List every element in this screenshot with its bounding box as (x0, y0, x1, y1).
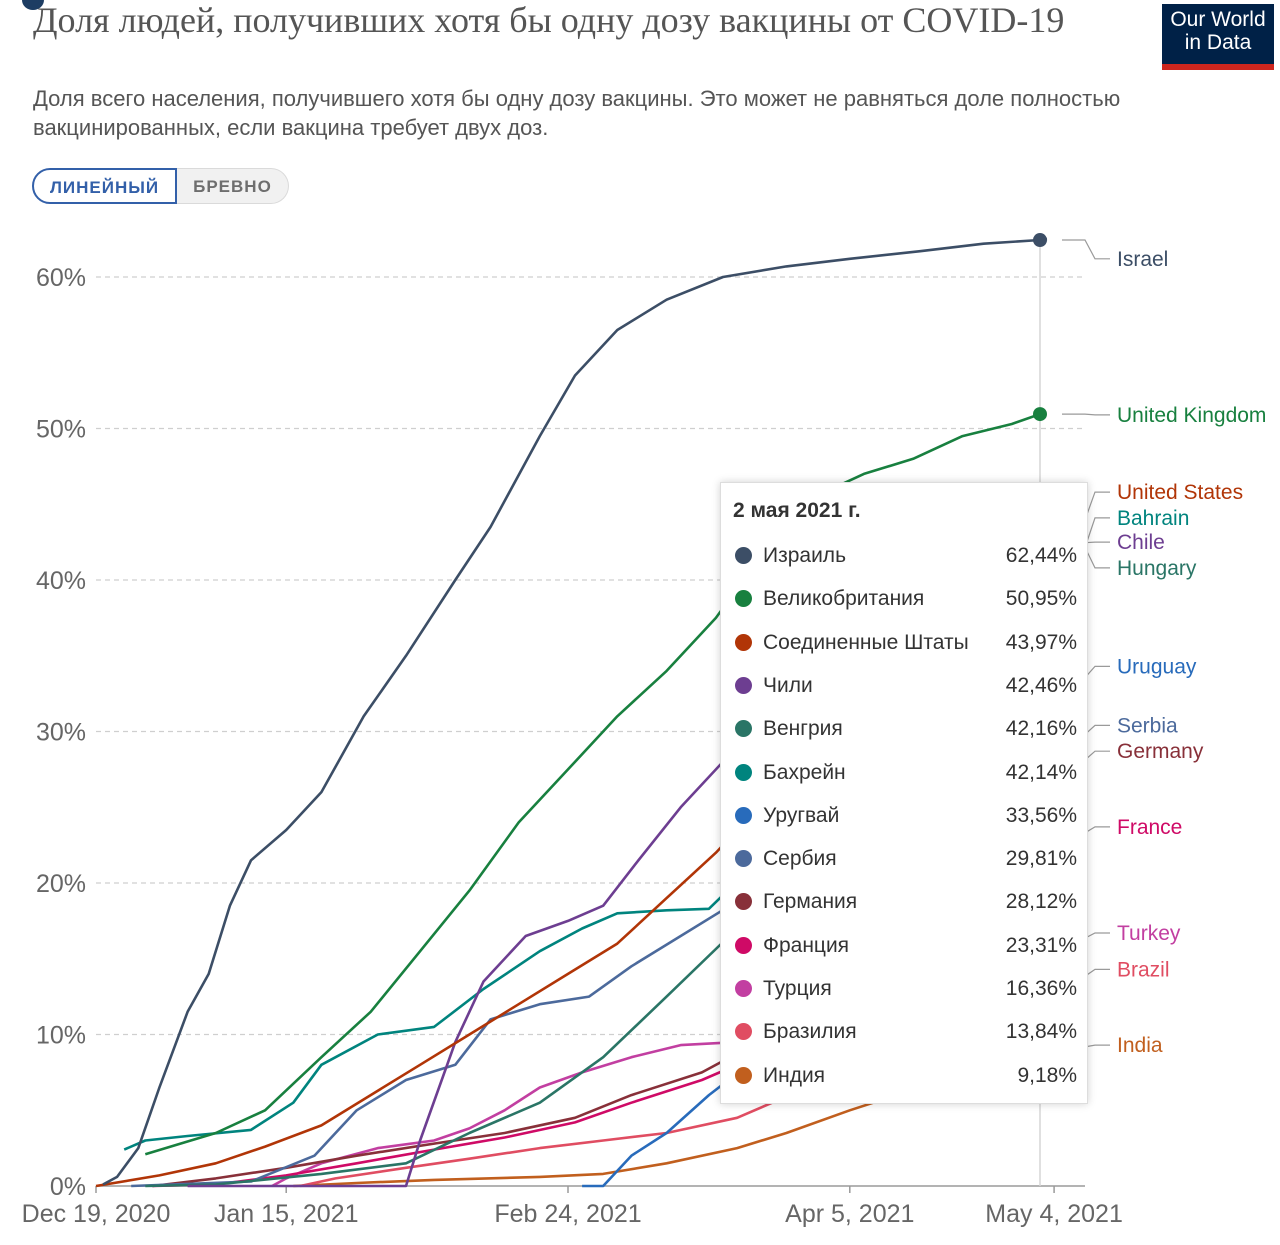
y-tick-label: 40% (36, 567, 86, 595)
tooltip-country: Индия (763, 1063, 826, 1087)
tooltip-country: Израиль (763, 544, 847, 567)
series-end-label: Israel (1117, 248, 1168, 271)
tooltip-row: Германия 28,12% (733, 889, 1077, 919)
owid-logo[interactable]: Our World in Data (1162, 4, 1274, 70)
logo-line-1: Our World (1170, 8, 1266, 31)
series-end-label: Brazil (1117, 958, 1170, 981)
tooltip-country: Венгрия (763, 717, 843, 741)
y-tick-label: 0% (50, 1173, 86, 1201)
tooltip-value: 13,84% (1005, 1020, 1077, 1044)
tooltip-value: 42,46% (1005, 673, 1077, 697)
tooltip-country: Соединенные Штаты (763, 630, 969, 654)
series-end-label: Uruguay (1117, 655, 1197, 678)
legend-dot-icon (735, 590, 752, 608)
series-end-label: France (1117, 816, 1182, 839)
series-end-label: India (1117, 1034, 1163, 1057)
tooltip-row: Чили 42,46% (733, 673, 1077, 703)
tooltip-row: Индия 9,18% (733, 1063, 1077, 1093)
tooltip-row: Бахрейн 42,14% (733, 760, 1077, 790)
tooltip-country: Великобритания (763, 587, 925, 611)
tooltip-country: Уругвай (763, 803, 840, 827)
tooltip-row: Турция 16,36% (733, 976, 1077, 1006)
tooltip-row: Израиль 62,44% (733, 543, 1077, 573)
legend-dot-icon (735, 893, 752, 911)
tooltip-country: Чили (763, 673, 813, 697)
x-tick-label: Apr 5, 2021 (785, 1200, 914, 1228)
tooltip-row: Бразилия 13,84% (733, 1019, 1077, 1049)
y-tick-label: 60% (36, 264, 86, 292)
x-tick-label: May 4, 2021 (985, 1200, 1123, 1228)
legend-dot-icon (735, 980, 752, 997)
x-tick-label: Jan 15, 2021 (214, 1200, 359, 1228)
tooltip-row: Великобритания 50,95% (733, 586, 1077, 616)
tooltip-value: 33,56% (1005, 803, 1077, 827)
hover-tooltip: 2 мая 2021 г. Израиль 62,44% Великобритани… (720, 482, 1088, 1104)
tooltip-value: 42,16% (1005, 717, 1077, 741)
series-end-label: Hungary (1117, 557, 1197, 580)
series-line (102, 237, 1048, 1186)
tooltip-row: Венгрия 42,16% (733, 716, 1077, 746)
legend-dot-icon (735, 720, 752, 738)
tooltip-value: 29,81% (1005, 847, 1077, 871)
y-tick-label: 50% (36, 416, 86, 444)
tooltip-row: Уругвай 33,56% (733, 803, 1077, 833)
y-tick-label: 30% (36, 719, 86, 747)
tooltip-value: 62,44% (1005, 544, 1077, 567)
tooltip-country: Германия (763, 890, 858, 914)
legend-dot-icon (735, 1023, 752, 1041)
series-end-label: Serbia (1117, 714, 1178, 737)
logo-accent-bar (1162, 64, 1274, 70)
tooltip-row: Сербия 29,81% (733, 846, 1077, 876)
x-tick-label: Dec 19, 2020 (22, 1200, 171, 1228)
legend-dot-icon (735, 547, 752, 564)
label-connector (1062, 239, 1110, 260)
tooltip-row: Соединенные Штаты 43,97% (733, 630, 1077, 660)
tooltip-date: 2 мая 2021 г. (733, 499, 861, 522)
tooltip-value: 43,97% (1005, 630, 1077, 654)
series-end-label: Chile (1117, 531, 1165, 554)
series-end-label: Turkey (1117, 922, 1181, 945)
log-scale-button[interactable]: БРЕВНО (177, 168, 289, 204)
tooltip-value: 9,18% (1017, 1063, 1077, 1087)
legend-dot-icon (735, 806, 752, 824)
tooltip-row: Франция 23,31% (733, 933, 1077, 963)
y-tick-label: 10% (36, 1022, 86, 1050)
tooltip-value: 16,36% (1005, 977, 1077, 1000)
corner-badge (22, 0, 44, 10)
chart-title: Доля людей, получивших хотя бы одну дозу… (33, 0, 1065, 40)
x-tick-label: Feb 24, 2021 (494, 1200, 641, 1228)
tooltip-country: Бахрейн (763, 760, 846, 784)
chart-subtitle: Доля всего населения, получившего хотя б… (33, 86, 1121, 140)
y-tick-label: 20% (36, 870, 86, 898)
legend-dot-icon (735, 763, 752, 781)
label-connector (1062, 413, 1110, 416)
tooltip-value: 28,12% (1005, 890, 1077, 914)
tooltip-country: Франция (763, 933, 850, 957)
tooltip-value: 50,95% (1005, 587, 1077, 611)
legend-dot-icon (735, 1066, 752, 1084)
linear-scale-button[interactable]: ЛИНЕЙНЫЙ (32, 168, 178, 204)
series-end-label: United Kingdom (1117, 404, 1266, 427)
series-end-label: Germany (1117, 740, 1204, 763)
series-end-label: Bahrain (1117, 507, 1189, 530)
scale-toggle: ЛИНЕЙНЫЙ БРЕВНО (32, 168, 289, 204)
tooltip-value: 42,14% (1005, 760, 1077, 784)
tooltip-country: Бразилия (763, 1020, 857, 1044)
tooltip-country: Турция (763, 977, 832, 1000)
series-end-dot (1033, 233, 1047, 248)
legend-dot-icon (735, 676, 752, 694)
series-end-label: United States (1117, 481, 1243, 504)
legend-dot-icon (735, 633, 752, 651)
series-line (144, 412, 1041, 1156)
legend-dot-icon (735, 850, 752, 868)
logo-line-2: in Data (1184, 31, 1252, 54)
tooltip-country: Сербия (763, 847, 837, 871)
series-end-dot (1033, 407, 1047, 422)
tooltip-value: 23,31% (1005, 933, 1077, 957)
legend-dot-icon (735, 936, 752, 954)
